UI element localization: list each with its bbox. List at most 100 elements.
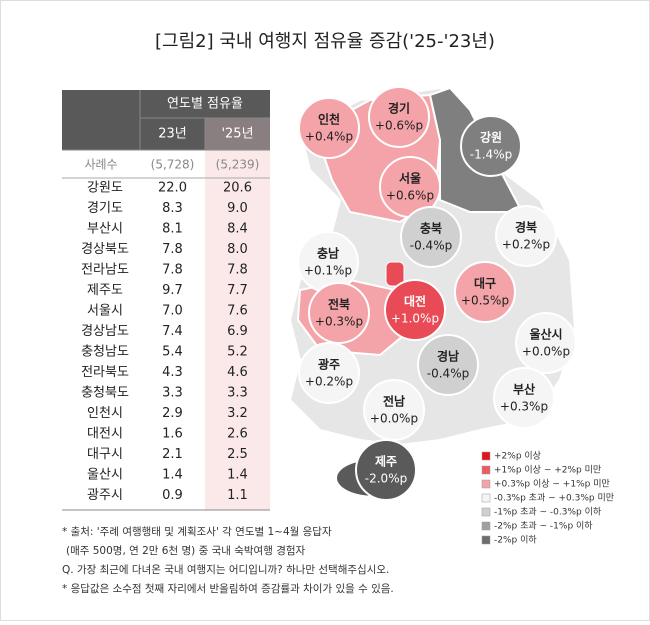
value-cell: 8.1 [162, 222, 183, 237]
legend-label: -2%p 초과 ~ -1%p 이하 [494, 521, 593, 532]
region-bubble [495, 205, 557, 267]
value-cell: 1.4 [162, 468, 183, 483]
region-cell: 강원도 [87, 181, 123, 196]
region-name: 경기 [388, 101, 410, 116]
value-cell: 6.9 [227, 324, 248, 339]
value-cell: 2.9 [162, 406, 183, 421]
region-change: -0.4%p [410, 239, 452, 253]
region-bubble [363, 379, 425, 441]
region-cell: 서울시 [87, 304, 123, 319]
region-change: +0.0%p [522, 345, 570, 359]
col-25-bg [205, 150, 270, 510]
value-cell: 4.3 [162, 365, 183, 380]
region-name: 전남 [383, 394, 405, 409]
region-cell: 충청북도 [81, 386, 129, 401]
region-cell: 인천시 [87, 406, 123, 421]
daejeon-area [385, 261, 405, 287]
region-cell: 경상남도 [81, 324, 129, 339]
region-name: 광주 [318, 357, 340, 372]
legend-swatch [481, 451, 491, 461]
value-cell: 7.6 [227, 304, 248, 319]
note: (매주 500명, 연 2만 6천 명) 중 국내 숙박여행 경험자 [66, 544, 306, 557]
value-cell: 22.0 [158, 181, 187, 196]
legend-swatch [481, 507, 491, 517]
value-cell: 8.4 [227, 222, 248, 237]
region-change: +0.6%p [375, 119, 423, 133]
value-cell: 5.2 [227, 345, 248, 360]
title: [그림2] 국내 여행지 점유율 증감('25-'23년) [155, 31, 495, 52]
region-change: +0.3%p [315, 315, 363, 329]
region-change: -0.4%p [427, 367, 469, 381]
region-bubble [515, 312, 577, 374]
region-change: +0.3%p [500, 400, 548, 414]
region-bubble [454, 261, 516, 323]
region-name: 전북 [328, 297, 350, 312]
legend-swatch [481, 479, 491, 489]
value-cell: 3.2 [227, 406, 248, 421]
note: * 출처: '주례 여행행태 및 계획조사' 각 연도별 1~4월 응답자 [62, 526, 332, 538]
region-cell: 광주시 [87, 488, 123, 503]
region-change: +1.0%p [391, 312, 439, 326]
region-name: 경북 [515, 221, 537, 235]
region-bubble [298, 342, 360, 404]
value-cell: 8.0 [227, 242, 248, 257]
legend-swatch [481, 493, 491, 503]
region-change: -2.0%p [365, 472, 407, 486]
value-cell: 2.1 [162, 447, 183, 462]
region-change: +0.2%p [305, 375, 353, 389]
value-cell: 1.6 [162, 427, 183, 442]
region-name: 인천 [318, 112, 340, 127]
region-cell: 전라남도 [81, 263, 129, 278]
value-cell: 0.9 [162, 488, 183, 503]
value-cell: 7.8 [162, 242, 183, 257]
value-cell: 7.4 [162, 324, 183, 339]
region-name: 울산시 [529, 327, 562, 342]
region-cell: 충청남도 [81, 345, 129, 360]
region-name: 경남 [437, 349, 459, 364]
legend-label: -2%p 이하 [494, 535, 537, 546]
region-name: 충남 [317, 246, 339, 261]
value-cell: 20.6 [223, 181, 252, 196]
column-header: '25년 [221, 127, 253, 142]
region-cell: 울산시 [87, 468, 123, 483]
region-bubble [368, 86, 430, 148]
value-cell: 9.7 [162, 283, 183, 298]
legend-label: -0.3%p 초과 ~ +0.3%p 미만 [494, 493, 614, 504]
sample-cell: (5,728) [151, 158, 195, 172]
region-cell: 경상북도 [81, 242, 129, 257]
region-bubble [417, 334, 479, 396]
region-change: -1.4%p [470, 148, 512, 162]
region-name: 충북 [420, 221, 442, 236]
region-name: 제주 [375, 455, 397, 469]
note: * 응답값은 소수점 첫째 자리에서 반올림하여 증감률과 차이가 있을 수 있… [62, 582, 394, 595]
region-cell: 제주도 [87, 283, 123, 298]
region-bubble [493, 367, 555, 429]
region-bubble [384, 279, 446, 341]
legend-label: -1%p 초과 ~ -0.3%p 이하 [494, 507, 602, 518]
region-cell: 경기도 [87, 201, 123, 216]
value-cell: 2.5 [227, 447, 248, 462]
region-change: +0.4%p [305, 130, 353, 144]
value-cell: 3.3 [227, 386, 248, 401]
region-change: +0.5%p [461, 294, 509, 308]
sample-cell: (5,239) [216, 158, 260, 172]
legend-label: +2%p 이상 [494, 451, 541, 462]
region-name: 강원 [480, 131, 502, 145]
region-change: +0.2%p [502, 238, 550, 252]
region-cell: 대전시 [87, 427, 123, 442]
region-bubble [460, 115, 522, 177]
group-header: 연도별 점유율 [167, 97, 243, 112]
region-bubble [298, 97, 360, 159]
region-change: +0.0%p [370, 412, 418, 426]
value-cell: 4.6 [227, 365, 248, 380]
value-cell: 9.0 [227, 201, 248, 216]
region-cell: 대구시 [87, 447, 123, 462]
value-cell: 5.4 [162, 345, 183, 360]
region-bubble [308, 282, 370, 344]
value-cell: 2.6 [227, 427, 248, 442]
value-cell: 7.8 [227, 263, 248, 278]
region-name: 서울 [399, 171, 421, 186]
region-name: 부산 [513, 382, 535, 397]
region-bubble [355, 439, 417, 501]
